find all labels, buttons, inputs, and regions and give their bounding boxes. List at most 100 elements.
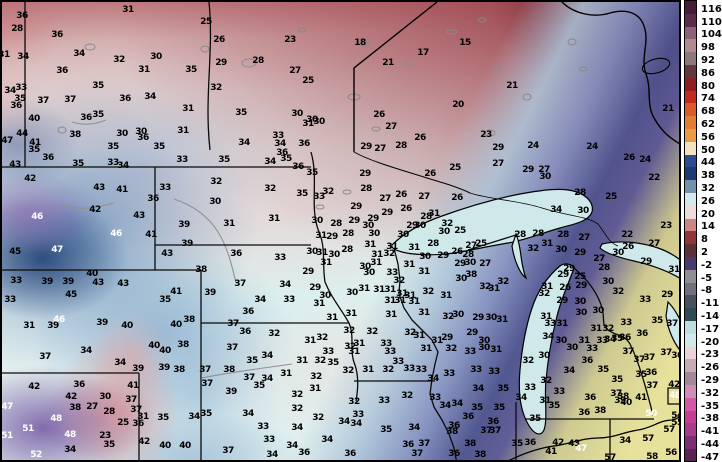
station-temp: 39 [204, 288, 216, 298]
station-temp: 30 [209, 197, 221, 207]
station-temp: 31 [394, 296, 406, 306]
colorbar-tick-label: -47 [701, 451, 720, 462]
colorbar-segment [685, 205, 696, 219]
station-temp: 26 [414, 133, 426, 143]
colorbar-tick-label: -32 [701, 387, 720, 399]
station-temp: 46 [110, 229, 122, 239]
station-temp: 32 [210, 83, 222, 93]
station-temp: 32 [316, 333, 328, 343]
station-temp: 27 [379, 194, 391, 204]
station-temp: 31 [371, 250, 383, 260]
station-temp: 32 [393, 276, 405, 286]
station-temp: 28 [420, 212, 432, 222]
station-temp: 33 [464, 347, 476, 357]
colorbar-tick-label: 26 [701, 195, 715, 207]
station-temp: 55 [671, 418, 679, 428]
station-temp: 35 [185, 65, 197, 75]
station-temp: 36 [242, 307, 254, 317]
colorbar-segment [685, 141, 696, 155]
colorbar-segment [685, 269, 696, 283]
station-temp: 26 [623, 153, 635, 163]
station-temp: 26 [451, 193, 463, 203]
station-temp: 31 [316, 248, 328, 258]
station-temp: 30 [362, 221, 374, 231]
station-temp: 34 [563, 366, 575, 376]
station-temp: 21 [382, 58, 394, 68]
station-temp: 21 [506, 81, 518, 91]
station-temp: 41 [116, 185, 128, 195]
station-temp: 26 [559, 283, 571, 293]
station-temp: 30 [455, 274, 467, 284]
station-temp: 31 [2, 50, 10, 60]
station-temp: 42 [89, 205, 101, 215]
station-temp: 34 [274, 139, 286, 149]
colorbar-segment [685, 256, 696, 270]
station-temp: 28 [574, 188, 586, 198]
station-temp: 35 [611, 334, 623, 344]
station-temp: 38 [223, 365, 235, 375]
station-temp: 29 [556, 296, 568, 306]
station-temp: 57 [604, 453, 616, 462]
station-temp: 29 [472, 313, 484, 323]
station-temp: 32 [310, 372, 322, 382]
station-temp: 32 [366, 327, 378, 337]
station-temp: 36 [80, 113, 92, 123]
station-temp: 37 [234, 279, 246, 289]
station-temp: 37 [643, 353, 655, 363]
station-temp: 31 [440, 291, 452, 301]
station-temp: 36 [10, 101, 22, 111]
station-temp: 30 [311, 216, 323, 226]
station-temp: 33 [415, 365, 427, 375]
station-temp: 31 [138, 65, 150, 75]
station-temp: 33 [283, 295, 295, 305]
station-temp: 23 [284, 35, 296, 45]
station-temp: 31 [268, 214, 280, 224]
station-temp: 37 [64, 95, 76, 105]
station-temp: 31 [348, 347, 360, 357]
station-temp: 42 [65, 392, 77, 402]
manitoba-ontario-border [353, 2, 438, 152]
station-temp: 30 [577, 206, 589, 216]
colorbar-tick-label: -41 [701, 426, 720, 438]
station-temp: 34 [451, 399, 463, 409]
station-temp: 38 [195, 265, 207, 275]
colorbar-tick-label: 74 [701, 93, 715, 105]
station-temp: 51 [1, 431, 13, 441]
station-temp: 27 [648, 239, 660, 249]
station-temp: 33 [403, 364, 415, 374]
station-temp: 34 [144, 92, 156, 102]
station-temp: 23 [480, 130, 492, 140]
station-temp: 33 [272, 131, 284, 141]
colorbar-segment [685, 52, 696, 65]
station-temp: 31 [320, 258, 332, 268]
station-temp: 35 [497, 384, 509, 394]
colorbar-tick-label: 86 [701, 67, 715, 79]
colorbar-tick-label: -11 [701, 298, 720, 310]
station-temp: 31 [364, 240, 376, 250]
station-temp: 27 [418, 192, 430, 202]
station-temp: 37 [480, 426, 492, 436]
station-temp: 29 [350, 202, 362, 212]
station-temp: 39 [47, 321, 59, 331]
station-temp: 29 [309, 283, 321, 293]
station-temp: 41 [545, 447, 557, 457]
station-temp: 31 [418, 308, 430, 318]
station-temp: 31 [384, 296, 396, 306]
station-temp: 25 [302, 76, 314, 86]
station-temp: 32 [479, 282, 491, 292]
station-temp: 22 [621, 230, 633, 240]
colorbar-segment [685, 410, 696, 424]
station-temp: 26 [373, 110, 385, 120]
station-temp: 31 [353, 339, 365, 349]
lake-huron-north [599, 241, 679, 279]
station-temp: 39 [178, 220, 190, 230]
colorbar-segment [685, 154, 696, 168]
station-temp: 30 [135, 127, 147, 137]
station-temp: 35 [548, 401, 560, 411]
station-temp: 33 [10, 276, 22, 286]
station-temp: 35 [107, 142, 119, 152]
station-temp: 40 [28, 114, 40, 124]
station-temp: 42 [28, 382, 40, 392]
station-temp: 27 [492, 159, 504, 169]
station-temp: 41 [127, 381, 139, 391]
